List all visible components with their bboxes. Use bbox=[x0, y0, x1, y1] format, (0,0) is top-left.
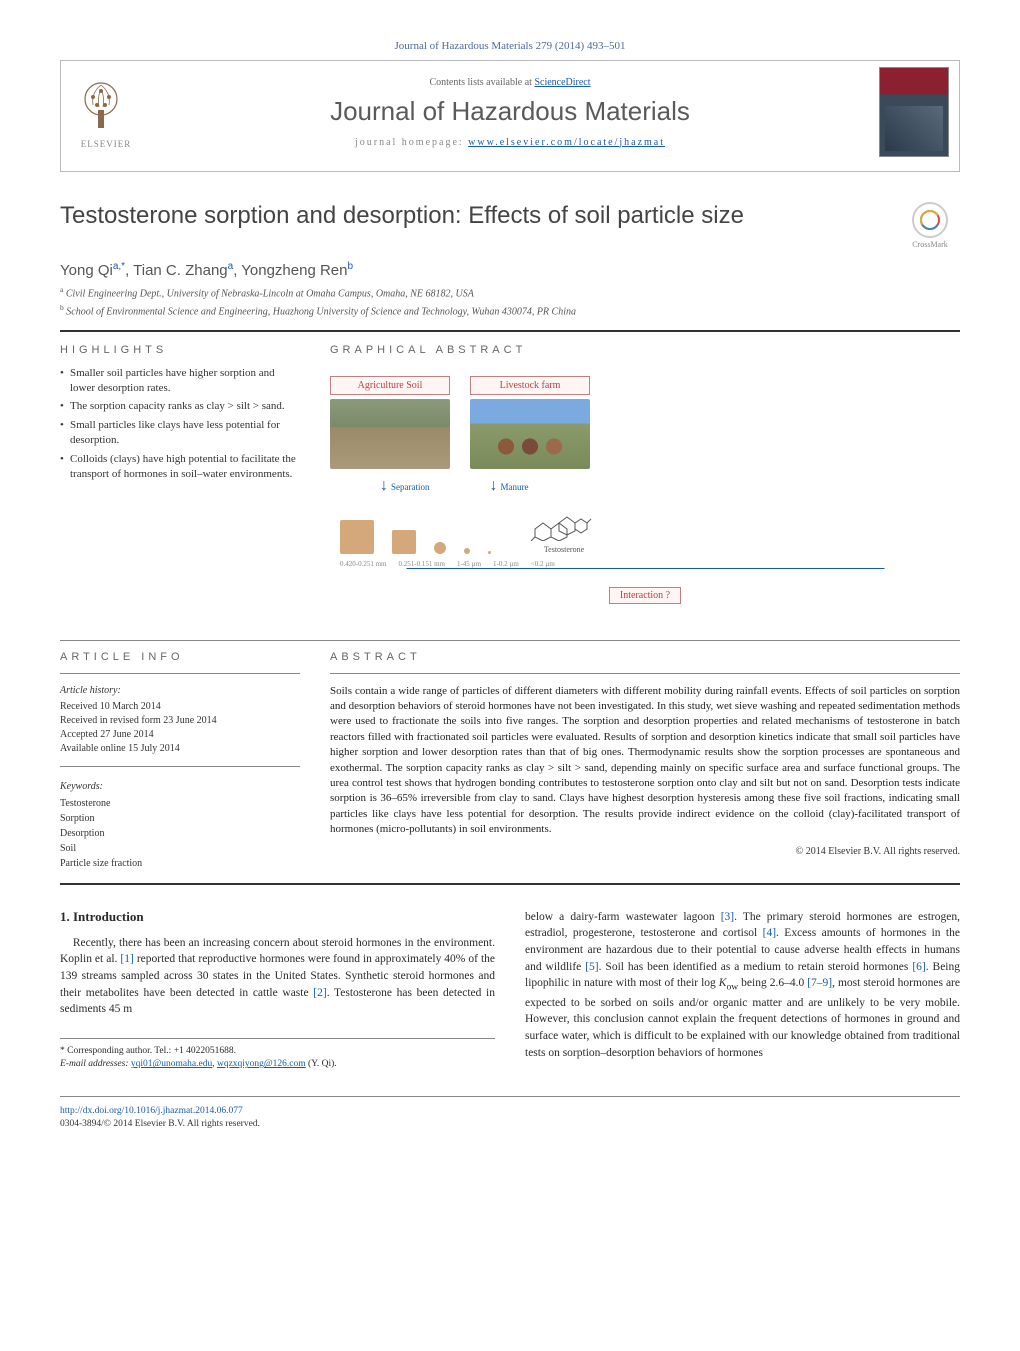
ga-interaction-box: Interaction ? bbox=[609, 587, 681, 604]
publisher-name: ELSEVIER bbox=[71, 139, 141, 149]
ga-size-labels: 0.420-0.251 mm 0.251-0.151 mm 1-45 µm 1-… bbox=[330, 560, 960, 568]
contents-prefix: Contents lists available at bbox=[429, 77, 534, 88]
affiliation-b: b School of Environmental Science and En… bbox=[60, 303, 960, 317]
graphical-abstract-heading: GRAPHICAL ABSTRACT bbox=[330, 344, 960, 356]
keyword: Desorption bbox=[60, 826, 300, 841]
author-2: Tian C. Zhanga bbox=[133, 262, 233, 279]
keywords-block: Keywords: Testosterone Sorption Desorpti… bbox=[60, 779, 300, 871]
ga-label-manure: Manure bbox=[501, 482, 529, 492]
rule bbox=[60, 766, 300, 767]
history-heading: Article history: bbox=[60, 684, 300, 698]
keyword: Soil bbox=[60, 841, 300, 856]
testosterone-structure-icon bbox=[529, 501, 599, 541]
ga-chem-label: Testosterone bbox=[529, 545, 599, 554]
ga-particle bbox=[464, 548, 470, 554]
ref-link[interactable]: [6] bbox=[912, 961, 925, 973]
ref-link[interactable]: [5] bbox=[585, 961, 598, 973]
article-info-heading: ARTICLE INFO bbox=[60, 651, 300, 663]
highlight-item: Colloids (clays) have high potential to … bbox=[60, 452, 300, 482]
highlight-item: Small particles like clays have less pot… bbox=[60, 418, 300, 448]
corresponding-author-note: * Corresponding author. Tel.: +1 4022051… bbox=[60, 1038, 495, 1072]
abstract-heading: ABSTRACT bbox=[330, 651, 960, 663]
rule bbox=[60, 640, 960, 641]
body-paragraph: below a dairy-farm wastewater lagoon [3]… bbox=[525, 909, 960, 1062]
journal-cover bbox=[869, 67, 959, 157]
header-citation: Journal of Hazardous Materials 279 (2014… bbox=[60, 40, 960, 52]
issn-line: 0304-3894/© 2014 Elsevier B.V. All right… bbox=[60, 1119, 260, 1129]
history-line: Received in revised form 23 June 2014 bbox=[60, 714, 300, 728]
intro-heading: 1. Introduction bbox=[60, 909, 495, 925]
ref-link[interactable]: [7–9] bbox=[807, 977, 832, 989]
ga-box-soil: Agriculture Soil bbox=[330, 376, 450, 395]
history-line: Available online 15 July 2014 bbox=[60, 742, 300, 756]
keyword: Sorption bbox=[60, 811, 300, 826]
highlights-heading: HIGHLIGHTS bbox=[60, 344, 300, 356]
ga-particle bbox=[340, 520, 374, 554]
homepage-prefix: journal homepage: bbox=[355, 137, 468, 148]
affiliation-a: a Civil Engineering Dept., University of… bbox=[60, 285, 960, 299]
ga-label-separation: Separation bbox=[391, 482, 430, 492]
journal-homepage-link[interactable]: www.elsevier.com/locate/jhazmat bbox=[468, 137, 665, 148]
journal-cover-image bbox=[879, 67, 949, 157]
ga-particle-row: Testosterone bbox=[330, 501, 960, 554]
ga-image-farm bbox=[470, 399, 590, 469]
article-history: Article history: Received 10 March 2014 … bbox=[60, 684, 300, 756]
ga-particle bbox=[392, 530, 416, 554]
ga-image-soil bbox=[330, 399, 450, 469]
corr-email-link[interactable]: yqi01@unomaha.edu bbox=[131, 1059, 212, 1069]
author-3: Yongzheng Renb bbox=[241, 262, 353, 279]
rule bbox=[60, 330, 960, 332]
history-line: Accepted 27 June 2014 bbox=[60, 728, 300, 742]
ga-particle bbox=[434, 542, 446, 554]
doi-link[interactable]: http://dx.doi.org/10.1016/j.jhazmat.2014… bbox=[60, 1106, 243, 1116]
corr-email-link[interactable]: wqzxqiyong@126.com bbox=[217, 1059, 306, 1069]
page-footer: http://dx.doi.org/10.1016/j.jhazmat.2014… bbox=[60, 1096, 960, 1132]
ga-brace: ⎺⎺⎺⎺⎺⎺⎺⎺⎺⎺⎺⎺⎺⎺⎺⎺⎺⎺⎺⎺⎺⎺⎺⎺⎺⎺⎺⎺⎺⎺⎺⎺⎺⎺⎺⎺⎺⎺⎺⎺… bbox=[330, 568, 960, 579]
down-arrow-icon: ↓ bbox=[380, 477, 388, 494]
rule bbox=[330, 673, 960, 674]
sciencedirect-link[interactable]: ScienceDirect bbox=[534, 77, 590, 88]
ref-link[interactable]: [4] bbox=[763, 927, 776, 939]
ref-link[interactable]: [1] bbox=[120, 953, 133, 965]
abstract-text: Soils contain a wide range of particles … bbox=[330, 684, 960, 838]
crossmark-label: CrossMark bbox=[912, 240, 948, 249]
journal-name: Journal of Hazardous Materials bbox=[151, 96, 869, 127]
down-arrow-icon: ↓ bbox=[490, 477, 498, 494]
copyright-line: © 2014 Elsevier B.V. All rights reserved… bbox=[330, 846, 960, 857]
rule bbox=[60, 673, 300, 674]
history-line: Received 10 March 2014 bbox=[60, 700, 300, 714]
article-title: Testosterone sorption and desorption: Ef… bbox=[60, 202, 900, 230]
ga-box-farm: Livestock farm bbox=[470, 376, 590, 395]
publisher-logo: ELSEVIER bbox=[61, 75, 151, 149]
keyword: Testosterone bbox=[60, 796, 300, 811]
highlights-list: Smaller soil particles have higher sorpt… bbox=[60, 366, 300, 482]
author-list: Yong Qia,*, Tian C. Zhanga, Yongzheng Re… bbox=[60, 261, 960, 279]
crossmark-badge[interactable]: CrossMark bbox=[900, 202, 960, 249]
highlight-item: The sorption capacity ranks as clay > si… bbox=[60, 399, 300, 414]
ga-particle bbox=[488, 551, 491, 554]
ref-link[interactable]: [3] bbox=[721, 911, 734, 923]
corr-tel: +1 4022051688. bbox=[174, 1046, 236, 1056]
journal-header-box: ELSEVIER Contents lists available at Sci… bbox=[60, 60, 960, 172]
highlight-item: Smaller soil particles have higher sorpt… bbox=[60, 366, 300, 396]
elsevier-tree-icon bbox=[71, 75, 131, 135]
rule bbox=[60, 883, 960, 885]
journal-homepage: journal homepage: www.elsevier.com/locat… bbox=[151, 137, 869, 148]
author-1: Yong Qia,* bbox=[60, 262, 125, 279]
keyword: Particle size fraction bbox=[60, 856, 300, 871]
ref-link[interactable]: [2] bbox=[313, 987, 326, 999]
graphical-abstract-figure: Agriculture Soil Livestock farm ↓ Separa… bbox=[330, 366, 960, 614]
crossmark-icon bbox=[912, 202, 948, 238]
body-paragraph: Recently, there has been an increasing c… bbox=[60, 935, 495, 1018]
contents-available: Contents lists available at ScienceDirec… bbox=[151, 77, 869, 88]
keywords-heading: Keywords: bbox=[60, 779, 300, 794]
